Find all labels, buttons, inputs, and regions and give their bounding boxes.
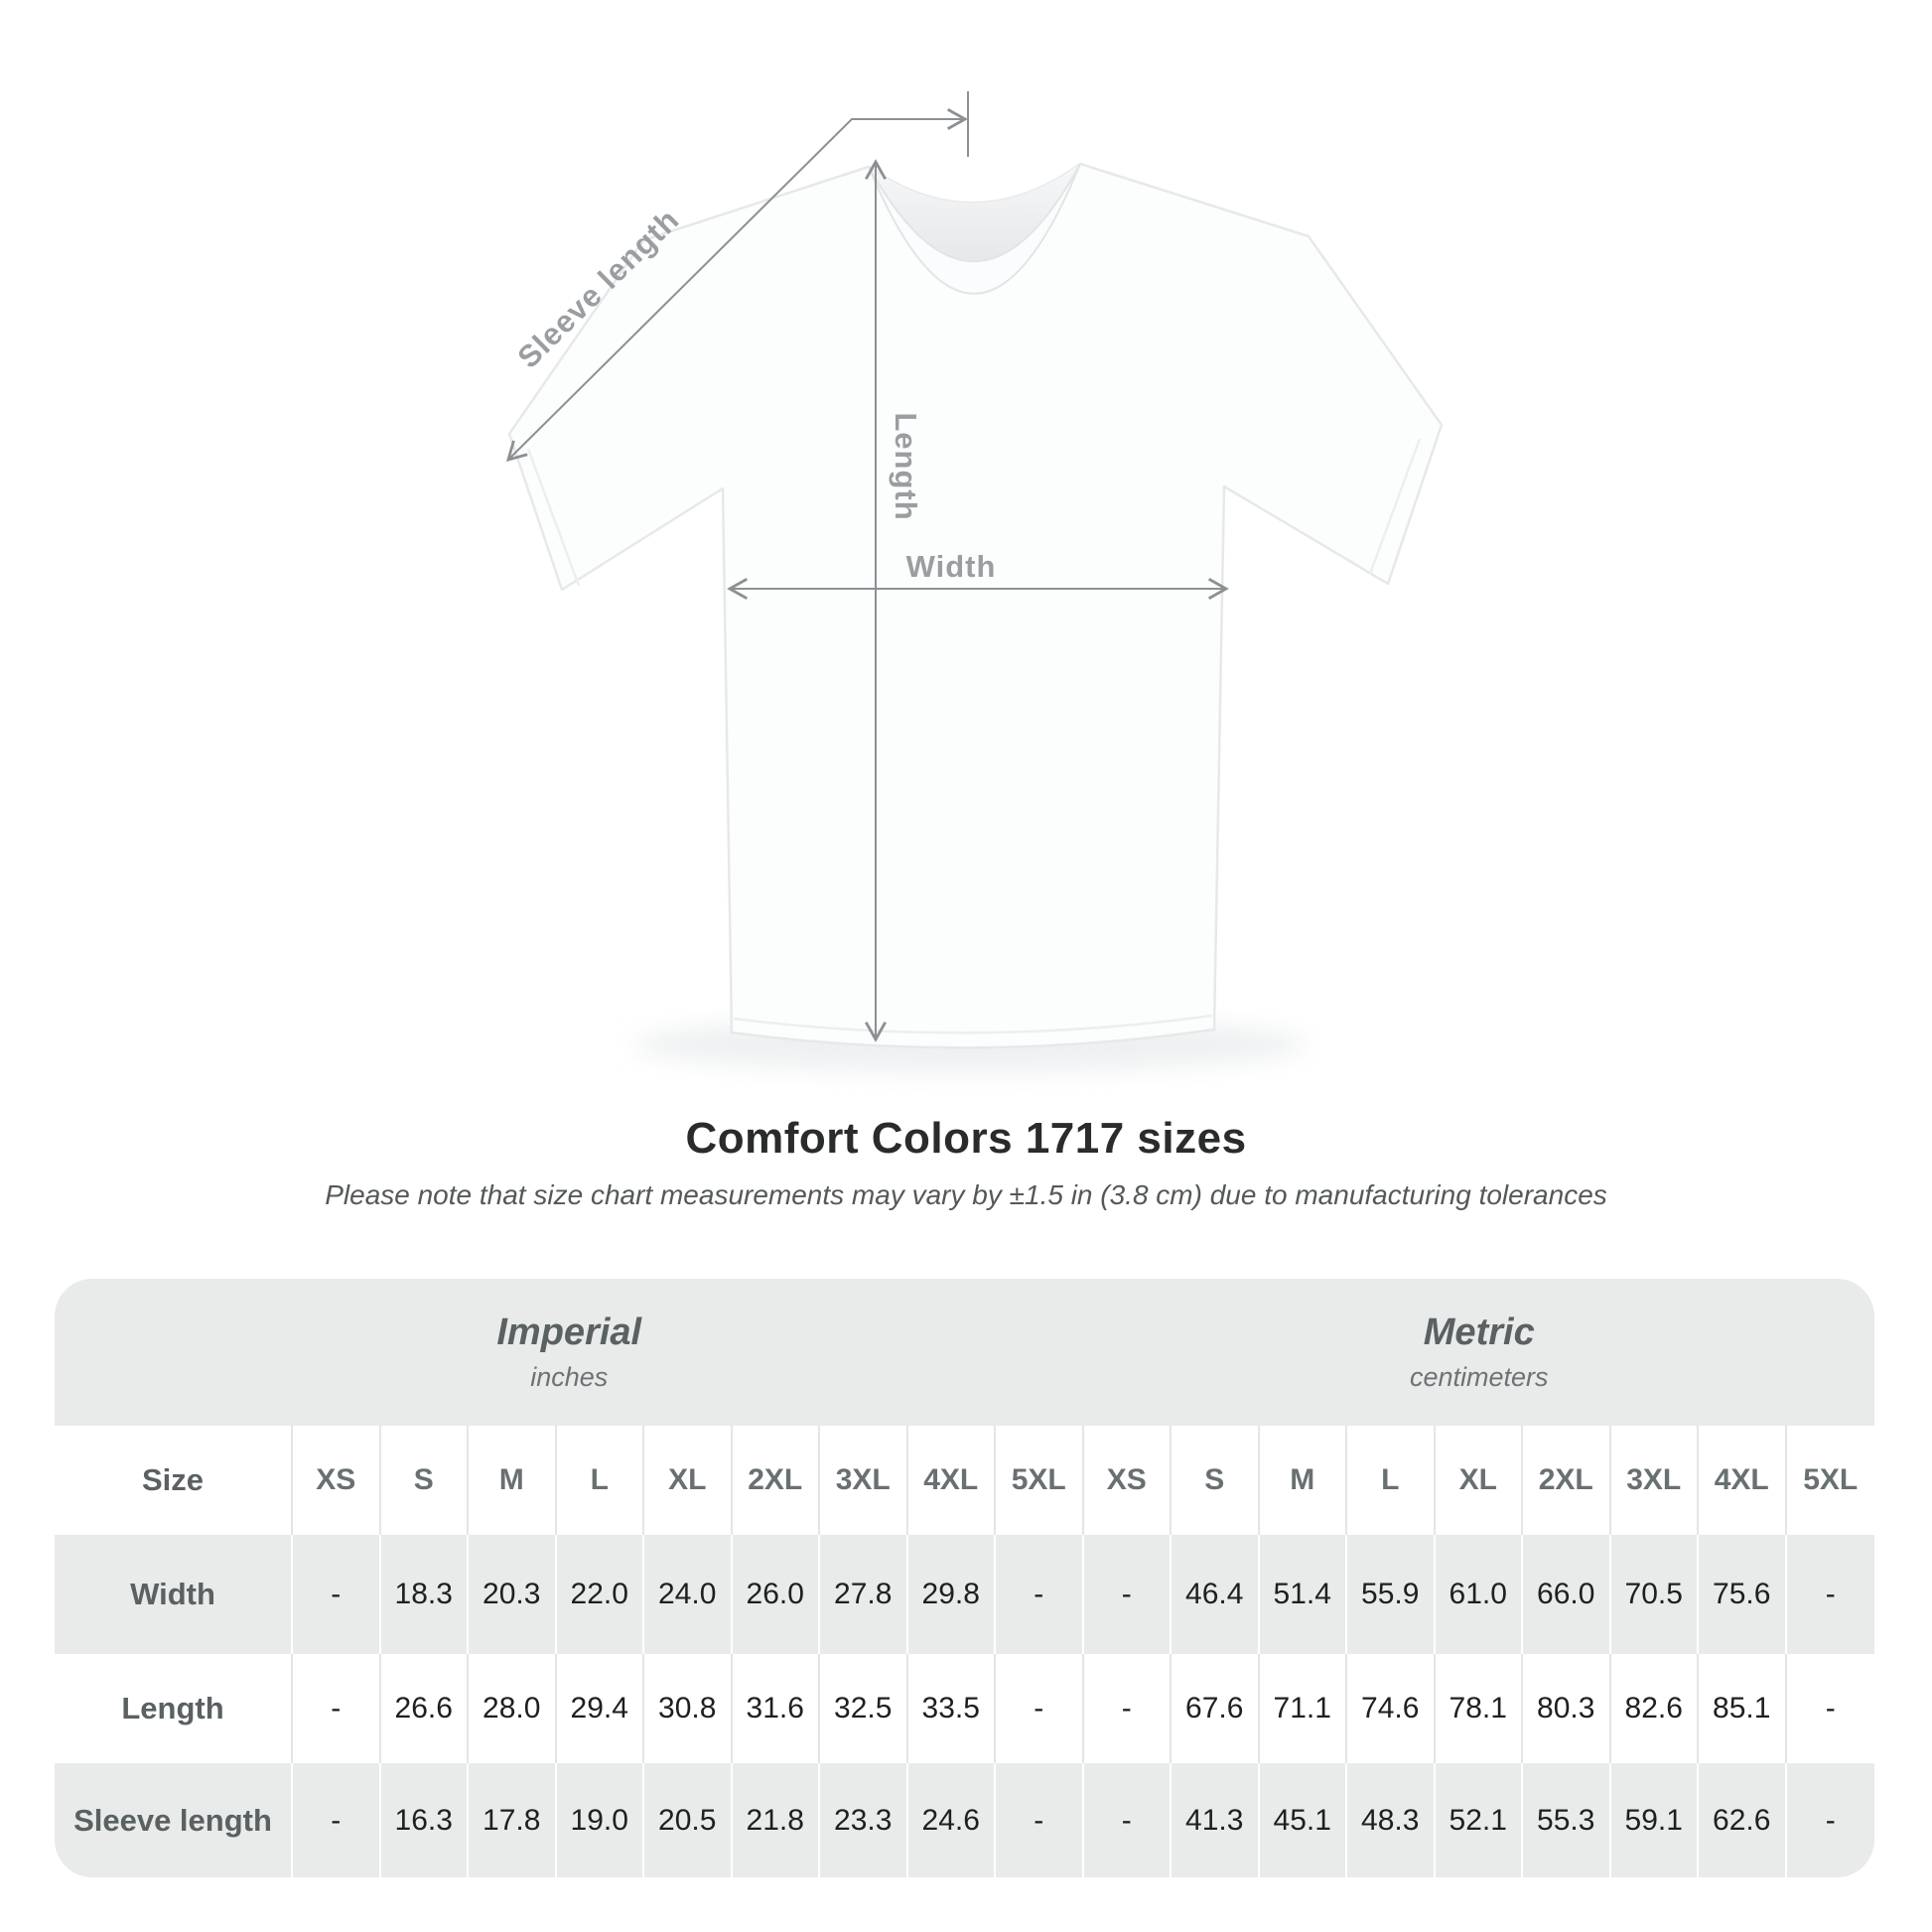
size-header-cell: 3XL — [1610, 1426, 1699, 1535]
value-cell: 59.1 — [1610, 1763, 1699, 1877]
value-cell: 21.8 — [732, 1763, 820, 1877]
value-cell: 51.4 — [1259, 1535, 1347, 1654]
value-cell: 62.6 — [1699, 1763, 1787, 1877]
right-sleeve-hem — [1368, 438, 1422, 575]
value-cell: 29.8 — [907, 1535, 996, 1654]
value-cell: 30.8 — [644, 1654, 733, 1763]
tshirt-body — [507, 162, 1444, 1049]
value-cell: 52.1 — [1435, 1763, 1523, 1877]
page-title: Comfort Colors 1717 sizes — [685, 1114, 1247, 1163]
value-cell: - — [293, 1763, 381, 1877]
size-header-cell: S — [1172, 1426, 1260, 1535]
metric-unit: centimeters — [1409, 1362, 1549, 1392]
value-cell: 32.5 — [820, 1654, 908, 1763]
size-header-cell: 5XL — [996, 1426, 1084, 1535]
value-cell: 33.5 — [907, 1654, 996, 1763]
size-header-cell: 3XL — [820, 1426, 908, 1535]
value-cell: - — [996, 1535, 1084, 1654]
tshirt-diagram: Sleeve length Length Width — [505, 91, 1444, 1072]
value-cell: 48.3 — [1347, 1763, 1436, 1877]
size-header-cell: 2XL — [1523, 1426, 1611, 1535]
value-cell: 66.0 — [1523, 1535, 1611, 1654]
value-cell: - — [293, 1535, 381, 1654]
value-cell: - — [1083, 1654, 1172, 1763]
value-cell: 26.0 — [732, 1535, 820, 1654]
value-cell: 31.6 — [732, 1654, 820, 1763]
value-cell: 18.3 — [380, 1535, 469, 1654]
value-cell: 55.9 — [1347, 1535, 1436, 1654]
value-cell: 85.1 — [1699, 1654, 1787, 1763]
size-header-cell: M — [469, 1426, 557, 1535]
value-cell: 29.4 — [556, 1654, 644, 1763]
value-cell: - — [293, 1654, 381, 1763]
value-cell: - — [1083, 1535, 1172, 1654]
size-header-cell: L — [556, 1426, 644, 1535]
size-header-cell: 2XL — [732, 1426, 820, 1535]
value-cell: 71.1 — [1259, 1654, 1347, 1763]
value-cell: 16.3 — [380, 1763, 469, 1877]
row-label-cell: Length — [55, 1654, 293, 1763]
title-block: Comfort Colors 1717 sizes Please note th… — [0, 1114, 1932, 1211]
size-header-cell: XS — [293, 1426, 381, 1535]
value-cell: 75.6 — [1699, 1535, 1787, 1654]
size-header-cell: XL — [644, 1426, 733, 1535]
metric-title: Metric — [1423, 1311, 1535, 1353]
row-label-cell: Sleeve length — [55, 1763, 293, 1877]
value-cell: 22.0 — [556, 1535, 644, 1654]
size-column-header: Size — [55, 1426, 293, 1535]
value-cell: - — [996, 1763, 1084, 1877]
imperial-title: Imperial — [496, 1311, 642, 1353]
row-label-cell: Width — [55, 1535, 293, 1654]
value-cell: 27.8 — [820, 1535, 908, 1654]
value-cell: 74.6 — [1347, 1654, 1436, 1763]
size-header-cell: XL — [1435, 1426, 1523, 1535]
value-cell: 20.3 — [469, 1535, 557, 1654]
value-cell: 61.0 — [1435, 1535, 1523, 1654]
size-header-cell: L — [1347, 1426, 1436, 1535]
value-cell: 46.4 — [1172, 1535, 1260, 1654]
size-header-cell: M — [1259, 1426, 1347, 1535]
value-cell: 78.1 — [1435, 1654, 1523, 1763]
imperial-unit: inches — [530, 1362, 609, 1392]
left-sleeve-hem — [526, 448, 581, 587]
bottom-hem — [733, 1014, 1213, 1035]
size-header-cell: 5XL — [1786, 1426, 1874, 1535]
size-header-cell: S — [380, 1426, 469, 1535]
value-cell: 20.5 — [644, 1763, 733, 1877]
value-cell: - — [996, 1654, 1084, 1763]
value-cell: 24.0 — [644, 1535, 733, 1654]
value-cell: 55.3 — [1523, 1763, 1611, 1877]
value-cell: 19.0 — [556, 1763, 644, 1877]
value-cell: 23.3 — [820, 1763, 908, 1877]
value-cell: 26.6 — [380, 1654, 469, 1763]
value-cell: 82.6 — [1610, 1654, 1699, 1763]
size-header-cell: 4XL — [907, 1426, 996, 1535]
value-cell: - — [1083, 1763, 1172, 1877]
value-cell: - — [1786, 1654, 1874, 1763]
size-table: Imperial inches Metric centimeters Size … — [55, 1279, 1874, 1877]
value-cell: 28.0 — [469, 1654, 557, 1763]
value-cell: 80.3 — [1523, 1654, 1611, 1763]
value-cell: 17.8 — [469, 1763, 557, 1877]
sleeve-length-arrow — [505, 108, 968, 463]
metric-header-band: Metric centimeters — [1083, 1279, 1874, 1426]
value-cell: 41.3 — [1172, 1763, 1260, 1877]
value-cell: 67.6 — [1172, 1654, 1260, 1763]
value-cell: 45.1 — [1259, 1763, 1347, 1877]
value-cell: - — [1786, 1763, 1874, 1877]
imperial-header-band: Imperial inches — [55, 1279, 1084, 1426]
width-label: Width — [906, 549, 997, 584]
value-cell: 24.6 — [907, 1763, 996, 1877]
value-cell: - — [1786, 1535, 1874, 1654]
length-label: Length — [889, 412, 923, 520]
size-header-cell: 4XL — [1699, 1426, 1787, 1535]
size-header-cell: XS — [1083, 1426, 1172, 1535]
value-cell: 70.5 — [1610, 1535, 1699, 1654]
page-subtitle: Please note that size chart measurements… — [325, 1179, 1607, 1210]
